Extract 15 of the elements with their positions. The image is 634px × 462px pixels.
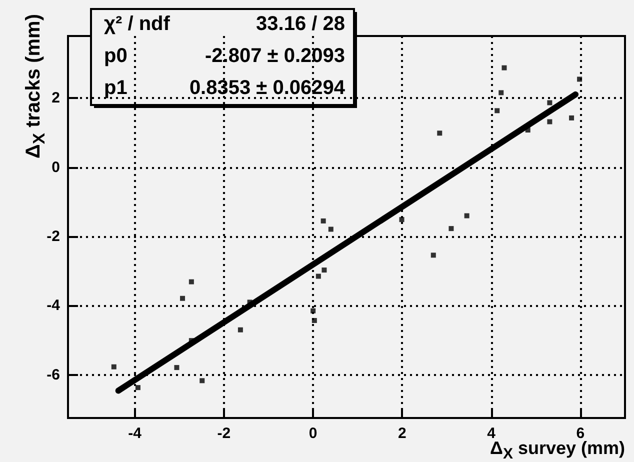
y-tick-label: 2 bbox=[52, 90, 60, 107]
y-tick-label: 0 bbox=[52, 158, 60, 176]
x-tick-label: 2 bbox=[398, 425, 406, 442]
x-tick-label: -2 bbox=[217, 425, 231, 442]
text: χ² / ndf bbox=[104, 13, 170, 35]
y-tick-label: -2 bbox=[46, 228, 60, 246]
annotation: -2.807 ± 0.2093 bbox=[205, 45, 345, 67]
annotation: p0 bbox=[104, 45, 128, 67]
annotation: p1 bbox=[104, 77, 128, 99]
x-tick-label: 0 bbox=[308, 425, 318, 442]
y-tick-label: -4 bbox=[46, 297, 61, 314]
y-tick-label: -6 bbox=[46, 366, 60, 384]
text: 33.16 / 28 bbox=[256, 13, 345, 35]
annotation: 0.8353 ± 0.06294 bbox=[189, 77, 346, 99]
x-tick-label: -4 bbox=[128, 425, 142, 442]
